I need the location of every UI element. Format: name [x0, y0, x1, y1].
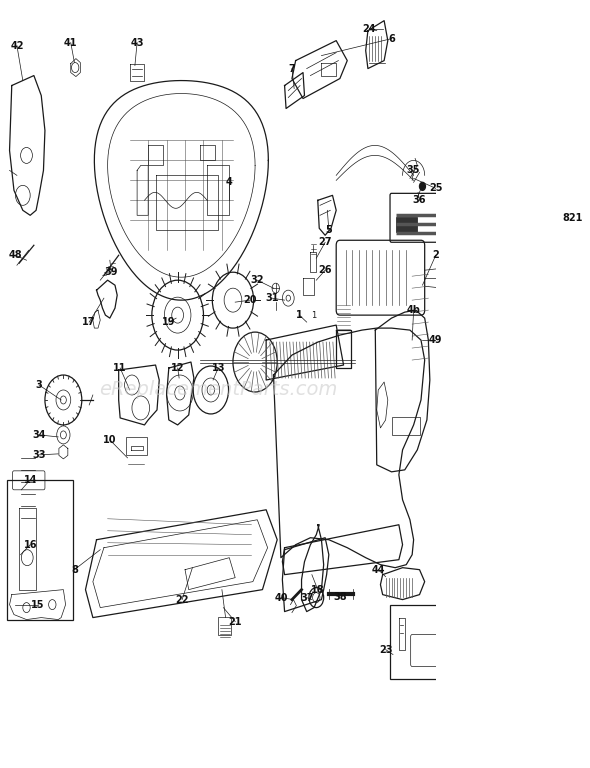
Text: 14: 14	[24, 475, 37, 485]
Bar	[126, 437, 147, 455]
Text: 19: 19	[162, 317, 176, 327]
Text: 12: 12	[171, 363, 185, 373]
Bar	[392, 417, 419, 435]
Text: 821: 821	[562, 214, 582, 223]
Text: 6: 6	[388, 34, 395, 44]
Text: 11: 11	[113, 363, 127, 373]
Text: 1: 1	[312, 311, 317, 320]
Text: 13: 13	[211, 363, 225, 373]
Text: 44: 44	[372, 564, 385, 574]
Bar	[218, 617, 231, 634]
Bar	[6, 480, 73, 620]
Text: 32: 32	[251, 275, 264, 285]
Text: 5: 5	[326, 225, 332, 235]
Text: 38: 38	[333, 591, 347, 601]
Bar	[390, 604, 455, 680]
Text: 25: 25	[429, 184, 442, 194]
Text: 41: 41	[64, 38, 77, 48]
Text: 49: 49	[429, 335, 442, 345]
Text: 43: 43	[130, 38, 144, 48]
Text: 4: 4	[226, 177, 232, 187]
Text: 23: 23	[379, 644, 392, 654]
Text: 37: 37	[300, 593, 313, 603]
Text: 48: 48	[9, 250, 22, 260]
Text: 3: 3	[35, 380, 42, 390]
Text: 21: 21	[228, 617, 242, 627]
Text: 20: 20	[243, 295, 257, 305]
Text: 34: 34	[32, 430, 46, 440]
Text: 39: 39	[104, 267, 118, 277]
Text: 16: 16	[24, 540, 37, 550]
Text: 22: 22	[175, 594, 189, 604]
Text: 8: 8	[71, 564, 78, 574]
Text: 2: 2	[432, 250, 439, 260]
Text: 27: 27	[319, 237, 332, 247]
Text: 35: 35	[407, 165, 420, 175]
Text: 15: 15	[31, 600, 44, 610]
Text: 17: 17	[83, 317, 96, 327]
Text: 31: 31	[266, 293, 279, 303]
Text: 40: 40	[274, 593, 288, 603]
Text: 26: 26	[319, 265, 332, 275]
Text: 18: 18	[311, 584, 324, 594]
Text: 42: 42	[10, 41, 24, 51]
Text: 1: 1	[296, 310, 303, 320]
Text: eReplacementParts.com: eReplacementParts.com	[99, 380, 337, 399]
Text: 10: 10	[103, 435, 117, 445]
Text: 4b: 4b	[407, 305, 421, 315]
Text: 33: 33	[32, 450, 46, 460]
Text: 7: 7	[289, 64, 296, 74]
Circle shape	[419, 182, 425, 190]
Text: 24: 24	[363, 24, 376, 34]
Text: 36: 36	[413, 195, 426, 205]
Bar	[396, 217, 417, 232]
